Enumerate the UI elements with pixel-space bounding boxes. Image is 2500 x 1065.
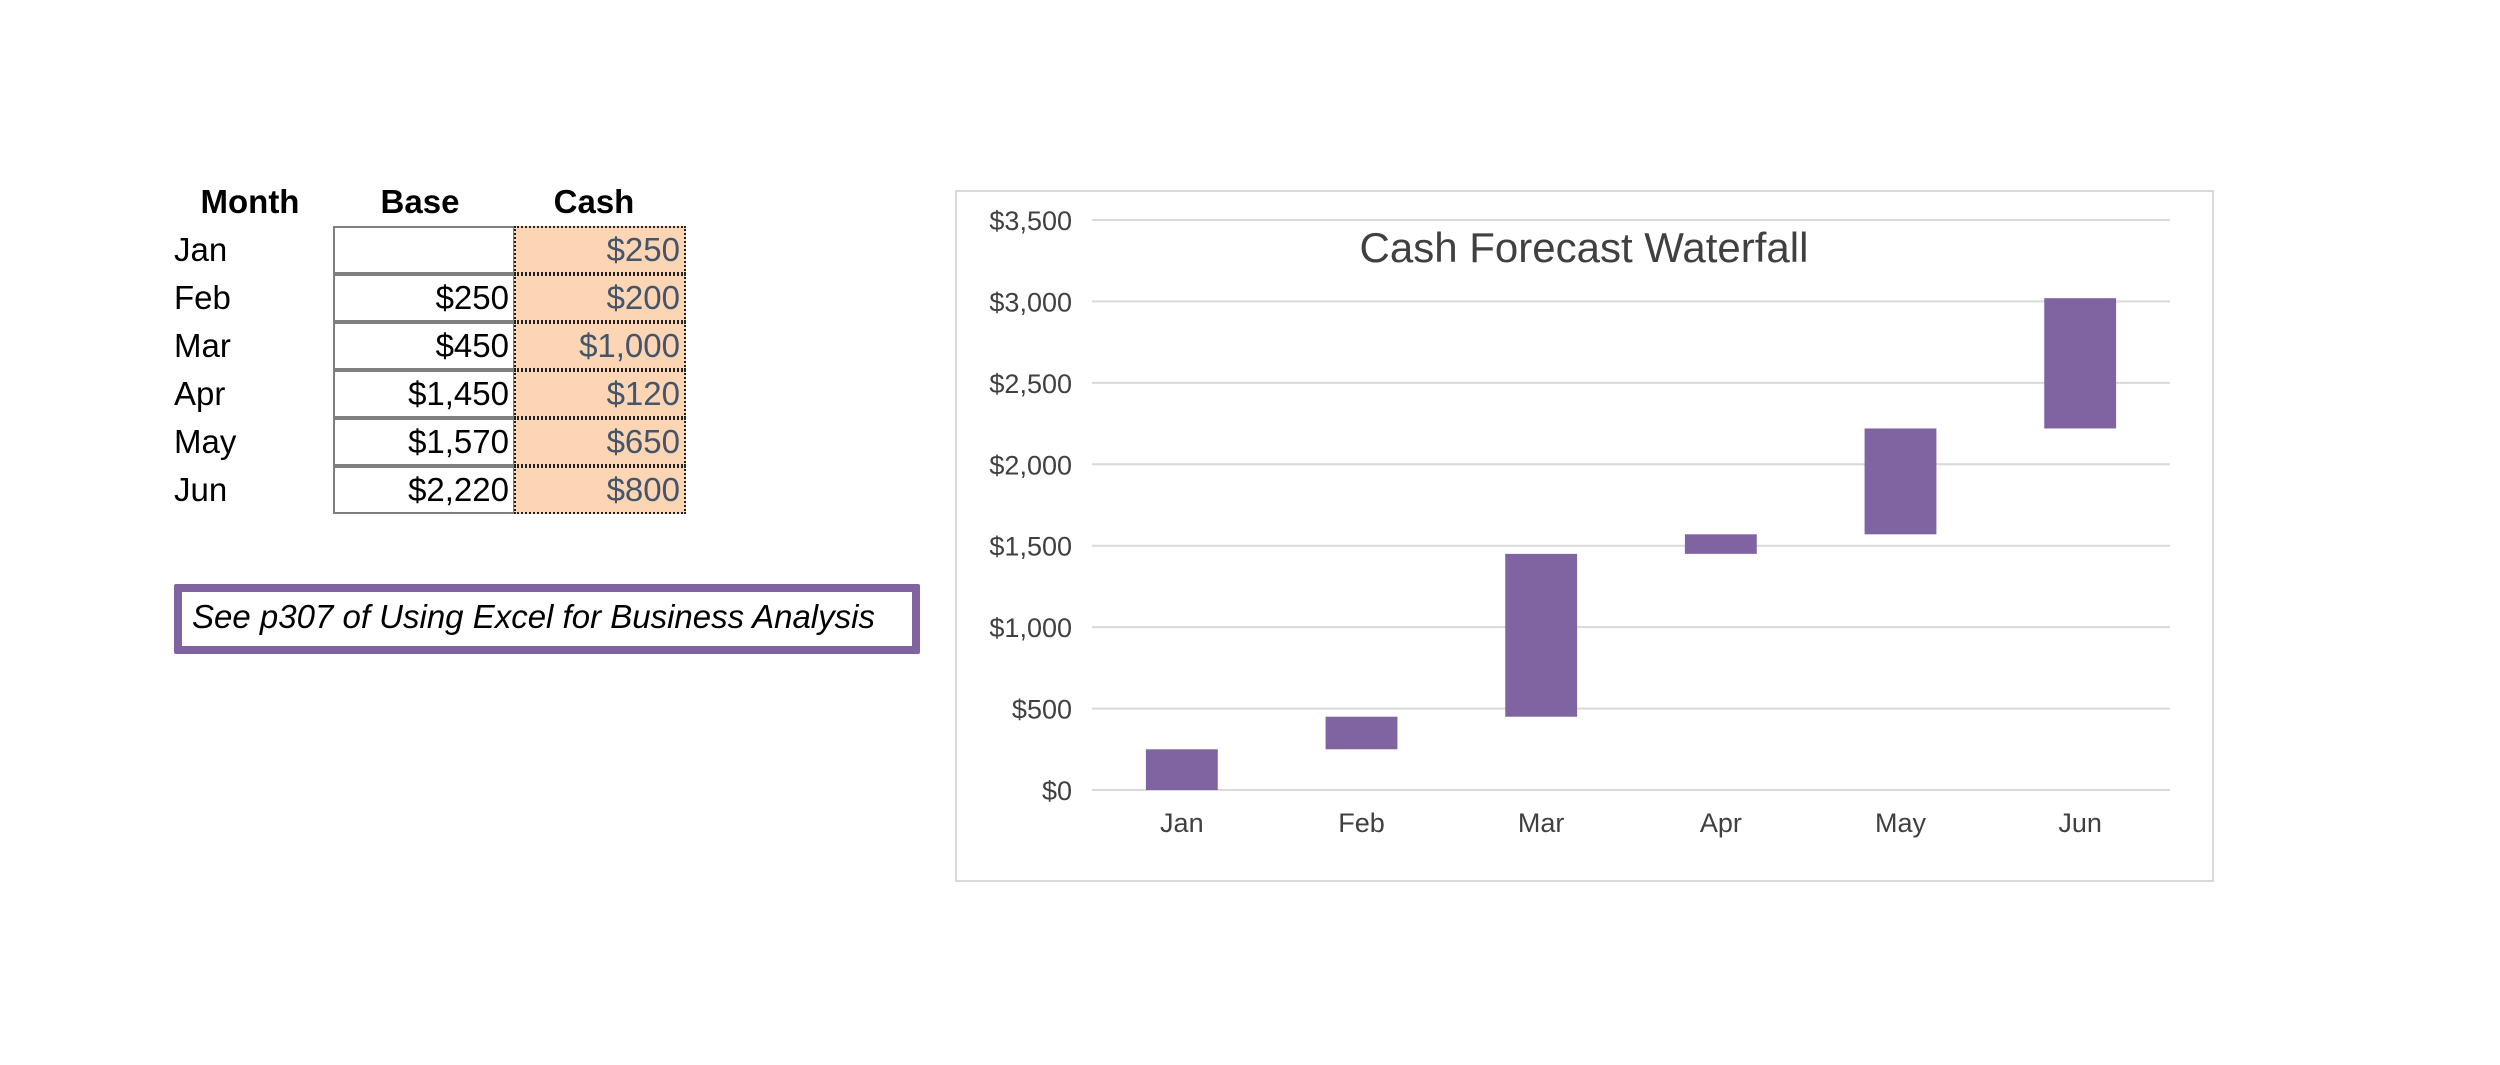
header-cash: Cash [553,183,635,220]
table-row: Mar $450 $1,000 [170,322,690,370]
table-row: Feb $250 $200 [170,274,690,322]
y-tick-label: $0 [1042,776,1072,806]
note-textbox[interactable]: See p307 of Using Excel for Business Ana… [174,584,920,654]
cell-base[interactable] [333,226,515,274]
cell-cash[interactable]: $200 [514,274,686,322]
cell-month[interactable]: Apr [174,375,226,412]
cell-month[interactable]: Jun [174,471,228,508]
x-tick-label: Mar [1518,808,1565,838]
y-tick-label: $3,500 [989,206,1072,236]
x-tick-label: Jun [2058,808,2102,838]
chart-svg: $0 $500 $1,000 $1,500 $2,000 $2,500 $3,000 $3,5… [989,206,2170,838]
gridlines [1092,219,2170,791]
cell-cash[interactable]: $650 [514,418,686,466]
header-base: Base [380,183,460,220]
x-tick-label: May [1875,808,1927,838]
y-tick-label: $2,500 [989,369,1072,399]
bar-may[interactable] [1864,428,1937,535]
cell-base[interactable]: $2,220 [333,466,515,514]
cell-cash[interactable]: $1,000 [514,322,686,370]
cell-month[interactable]: Mar [174,327,231,364]
cell-month[interactable]: May [174,423,237,460]
y-axis-tick-labels: $0 $500 $1,000 $1,500 $2,000 $2,500 $3,000 $3,5… [989,206,1072,806]
bar-jan[interactable] [1145,749,1218,790]
table-row: May $1,570 $650 [170,418,690,466]
y-tick-label: $500 [1012,695,1072,725]
y-tick-label: $2,000 [989,450,1072,480]
cell-base[interactable]: $1,450 [333,370,515,418]
cell-base[interactable]: $1,570 [333,418,515,466]
cell-month[interactable]: Jan [174,231,228,268]
waterfall-chart[interactable]: $0 $500 $1,000 $1,500 $2,000 $2,500 $3,000 $3,5… [955,190,2214,882]
note-text: See p307 of Using Excel for Business Ana… [192,598,875,635]
y-tick-label: $1,000 [989,613,1072,643]
cell-base[interactable]: $450 [333,322,515,370]
bar-feb[interactable] [1325,716,1398,750]
cell-cash[interactable]: $800 [514,466,686,514]
cell-cash[interactable]: $120 [514,370,686,418]
header-month: Month [200,183,300,220]
cell-month[interactable]: Feb [174,279,231,316]
bar-mar[interactable] [1505,553,1578,717]
bar-jun[interactable] [2044,298,2117,429]
bars [1145,298,2117,790]
y-tick-label: $3,000 [989,287,1072,317]
chart-title: Cash Forecast Waterfall [1360,224,1809,271]
cell-base[interactable]: $250 [333,274,515,322]
x-tick-label: Feb [1338,808,1385,838]
bar-apr[interactable] [1684,534,1757,554]
y-tick-label: $1,500 [989,532,1072,562]
cell-cash[interactable]: $250 [514,226,686,274]
table-row: Jun $2,220 $800 [170,466,690,514]
x-tick-label: Jan [1160,808,1204,838]
table-row: Apr $1,450 $120 [170,370,690,418]
table-row: Jan $250 [170,226,690,274]
x-tick-label: Apr [1700,808,1742,838]
x-axis-tick-labels: Jan Feb Mar Apr May Jun [1160,808,2102,838]
